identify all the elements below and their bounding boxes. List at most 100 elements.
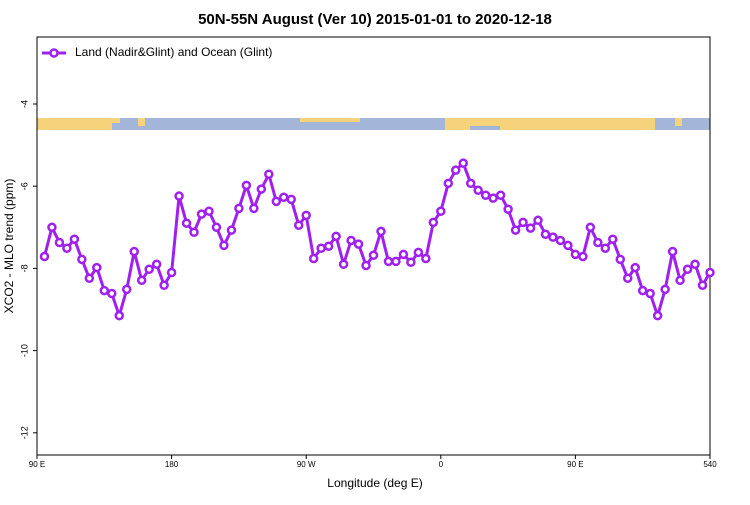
point xyxy=(398,249,409,260)
point xyxy=(652,310,663,321)
point xyxy=(548,232,558,242)
point xyxy=(413,247,424,258)
point xyxy=(510,225,521,235)
point xyxy=(338,259,349,270)
y-tick-label: -8 xyxy=(19,264,29,272)
point xyxy=(241,180,252,191)
y-tick-label: -10 xyxy=(19,344,29,357)
point xyxy=(383,256,394,267)
x-tick-label: 90 E xyxy=(567,460,583,469)
point xyxy=(645,288,655,299)
point xyxy=(563,240,573,251)
point xyxy=(570,249,581,260)
point xyxy=(503,204,513,214)
point xyxy=(533,215,543,226)
y-tick-label: -4 xyxy=(19,100,29,108)
point xyxy=(151,259,162,270)
point xyxy=(578,251,588,262)
point xyxy=(353,239,364,249)
point xyxy=(675,275,685,286)
point xyxy=(181,218,192,228)
point xyxy=(488,193,498,203)
point xyxy=(368,250,379,260)
chart-title: 50N-55N August (Ver 10) 2015-01-01 to 20… xyxy=(198,11,552,28)
point xyxy=(458,158,468,168)
point xyxy=(107,288,117,299)
point xyxy=(637,285,648,296)
point xyxy=(615,254,626,265)
point xyxy=(114,310,125,321)
point xyxy=(518,217,528,228)
y-tick-label: -6 xyxy=(19,182,29,190)
point xyxy=(301,210,311,221)
point xyxy=(39,251,50,262)
point xyxy=(391,256,401,267)
x-tick-label: 0 xyxy=(439,460,444,469)
point xyxy=(226,225,237,235)
point xyxy=(451,165,461,175)
point xyxy=(346,235,356,246)
point xyxy=(443,178,454,189)
plot-frame xyxy=(36,36,711,456)
point xyxy=(166,267,177,278)
legend-label: Land (Nadir&Glint) and Ocean (Glint) xyxy=(75,45,272,59)
point xyxy=(436,206,446,217)
point xyxy=(211,222,222,233)
point xyxy=(608,234,618,244)
point xyxy=(540,229,551,240)
point xyxy=(279,192,289,203)
point xyxy=(174,191,184,201)
point xyxy=(705,267,715,278)
point xyxy=(47,222,57,233)
point xyxy=(256,184,267,194)
point xyxy=(308,253,319,264)
legend-marker xyxy=(49,48,59,58)
point xyxy=(159,280,169,291)
point xyxy=(99,285,110,296)
y-axis-title: XCO2 - MLO trend (ppm) xyxy=(2,179,16,314)
point xyxy=(293,220,304,230)
point xyxy=(376,226,386,237)
point xyxy=(593,237,603,248)
point xyxy=(682,264,693,274)
point xyxy=(480,190,491,200)
point xyxy=(525,223,536,233)
point xyxy=(585,222,596,233)
x-tick-label: 90 E xyxy=(29,460,45,469)
point xyxy=(600,243,611,254)
point xyxy=(234,203,244,214)
point xyxy=(136,275,147,286)
point xyxy=(249,203,259,214)
point xyxy=(406,257,416,267)
point xyxy=(361,260,371,271)
point xyxy=(121,284,132,295)
point xyxy=(189,227,199,237)
point xyxy=(84,273,95,284)
point xyxy=(316,243,326,254)
land-ocean-strip xyxy=(37,118,710,130)
point xyxy=(323,241,334,251)
point xyxy=(421,253,431,264)
x-tick-label: 540 xyxy=(703,460,717,469)
point xyxy=(144,264,154,274)
point xyxy=(77,254,87,265)
point xyxy=(622,273,633,284)
point xyxy=(271,196,282,207)
x-axis-title: Longitude (deg E) xyxy=(327,476,422,490)
point xyxy=(690,259,700,270)
x-tick-label: 90 W xyxy=(297,460,316,469)
point xyxy=(219,240,229,251)
point xyxy=(555,235,566,246)
y-tick-label: -12 xyxy=(19,426,29,439)
point xyxy=(331,231,341,242)
point xyxy=(264,169,274,180)
point xyxy=(286,194,296,205)
point xyxy=(630,262,640,273)
point xyxy=(54,237,65,248)
point xyxy=(465,178,476,189)
point xyxy=(204,206,214,217)
point xyxy=(69,234,80,244)
point xyxy=(667,246,678,257)
point xyxy=(428,217,439,228)
